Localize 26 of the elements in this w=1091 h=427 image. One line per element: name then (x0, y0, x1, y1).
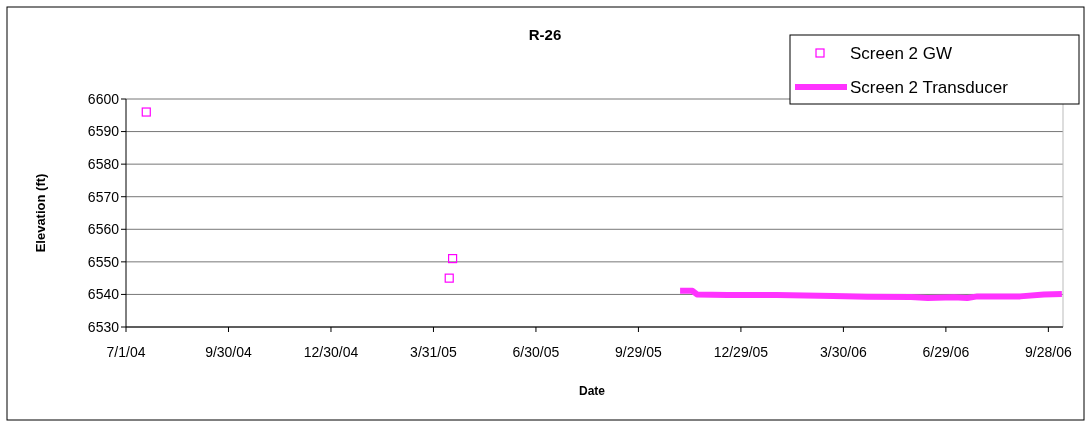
y-tick-label: 6600 (87, 90, 120, 107)
chart-title: R-26 (528, 26, 562, 43)
y-axis-title: Elevation (ft) (33, 173, 48, 253)
point (448, 254, 458, 264)
x-tick-label: 12/29/05 (713, 344, 769, 360)
y-tick-label: 6580 (87, 156, 120, 173)
x-tick-label: 9/29/05 (615, 344, 662, 360)
x-tick-label: 3/30/06 (820, 344, 867, 360)
x-tick-label: 12/30/04 (303, 344, 359, 360)
x-tick-label: 6/30/05 (512, 344, 560, 360)
legend-label: Screen 2 Transducer (850, 77, 1009, 97)
y-tick-label: 6550 (87, 253, 120, 270)
x-tick-label: 6/29/06 (922, 344, 970, 360)
point (444, 273, 454, 283)
point (141, 107, 151, 117)
x-tick-label: 9/28/06 (1025, 344, 1072, 360)
y-tick-label: 6590 (87, 123, 120, 140)
x-tick-label: 9/30/04 (205, 344, 253, 360)
x-axis-title: Date (578, 384, 606, 398)
y-tick-label: 6540 (87, 286, 120, 303)
x-tick-label: 3/31/05 (410, 344, 458, 360)
y-tick-label: 6560 (87, 221, 120, 238)
y-tick-label: 6570 (87, 188, 120, 205)
x-tick-label: 7/1/04 (106, 344, 146, 360)
y-tick-label: 6530 (87, 318, 120, 335)
legend-label: Screen 2 GW (850, 43, 953, 63)
